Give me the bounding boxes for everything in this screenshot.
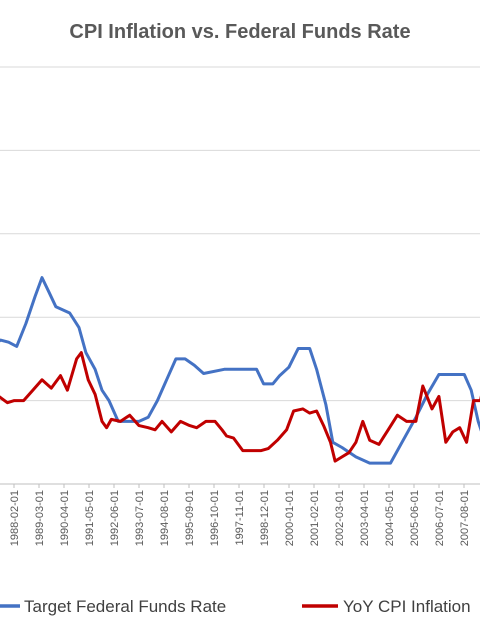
x-tick-label: 2004-05-01 [384,490,396,546]
legend-label-yoy-cpi-inflation: YoY CPI Inflation [343,597,471,616]
x-tick-label: 1988-02-01 [9,490,21,546]
x-tick-label: 2005-06-01 [409,490,421,546]
x-tick-label: 1997-11-01 [234,490,246,545]
x-tick-label: 1991-05-01 [84,490,96,546]
x-tick-label: 2007-08-01 [459,490,471,546]
plot-area [0,276,480,465]
x-tick-label: 1990-04-01 [59,490,71,546]
x-tick-label: 1995-09-01 [184,490,196,546]
x-axis-tick-labels: 1988-02-01 1989-03-01 1990-04-01 1991-05-01… [9,484,471,546]
x-tick-label: 2003-04-01 [359,490,371,546]
x-tick-label: 2002-03-01 [334,490,346,546]
legend-label-target-federal-funds-rate: Target Federal Funds Rate [24,597,226,616]
x-tick-label: 1998-12-01 [259,490,271,546]
chart-title: CPI Inflation vs. Federal Funds Rate [69,21,410,43]
x-tick-label: 1996-10-01 [209,490,221,546]
x-tick-label: 2006-07-01 [434,490,446,546]
x-tick-label: 1992-06-01 [109,490,121,546]
x-tick-label: 1994-08-01 [159,490,171,546]
series-line-yoy-cpi-inflation [0,351,480,463]
gridlines [0,66,480,485]
legend: Target Federal Funds Rate YoY CPI Inflat… [0,597,471,616]
x-tick-label: 1993-07-01 [134,490,146,546]
x-tick-label: 1989-03-01 [34,490,46,546]
x-tick-label: 2001-02-01 [309,490,321,546]
x-tick-label: 2000-01-01 [284,490,296,546]
